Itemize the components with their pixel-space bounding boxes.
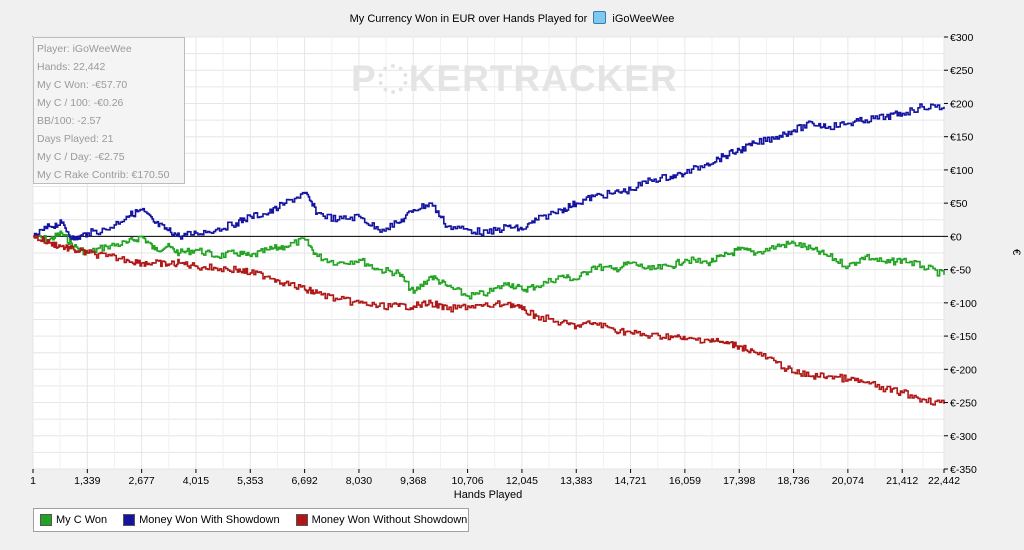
series-line-1 xyxy=(33,230,945,300)
x-tick-label: 9,368 xyxy=(400,475,426,487)
y-tick-label: €50 xyxy=(950,198,968,210)
x-tick-label: 4,015 xyxy=(183,475,209,487)
x-axis-label: Hands Played xyxy=(454,489,523,501)
legend-item-with-showdown[interactable]: Money Won With Showdown xyxy=(123,514,280,526)
x-tick-label: 21,412 xyxy=(886,475,918,487)
y-tick-label: €-250 xyxy=(950,398,977,410)
stat-per-100: My C / 100: -€0.26 xyxy=(37,97,124,109)
x-tick-label: 10,706 xyxy=(452,475,484,487)
stat-won: My C Won: -€57.70 xyxy=(37,79,128,91)
chart-title: My Currency Won in EUR over Hands Played… xyxy=(0,11,1024,25)
watermark-text-left: P xyxy=(351,58,377,99)
stat-days-played: Days Played: 21 xyxy=(37,133,114,145)
player-icon xyxy=(593,11,607,24)
stat-player: Player: iGoWeeWee xyxy=(37,43,132,55)
stat-bb-100: BB/100: -2.57 xyxy=(37,115,102,127)
x-tick-label: 18,736 xyxy=(777,475,809,487)
y-tick-label: €0 xyxy=(950,231,962,243)
x-tick-label: 1 xyxy=(30,475,36,487)
x-axis: 1 1,339 2,677 4,015 5,353 6,692 8,030 9,368 10,7… xyxy=(30,469,960,487)
legend-swatch-red xyxy=(295,514,308,526)
y-tick-label: €-300 xyxy=(950,431,977,443)
x-tick-label: 14,721 xyxy=(615,475,647,487)
series-line-3 xyxy=(33,235,945,406)
legend-item-my-c-won[interactable]: My C Won xyxy=(40,514,107,526)
x-tick-label: 1,339 xyxy=(74,475,100,487)
y-tick-label: €-100 xyxy=(950,298,977,310)
y-tick-label: €-150 xyxy=(950,331,977,343)
poker-chip-icon xyxy=(377,64,408,94)
legend-swatch-blue xyxy=(123,514,136,526)
x-tick-label: 8,030 xyxy=(346,475,372,487)
series-line-2 xyxy=(33,103,945,241)
x-tick-label: 16,059 xyxy=(669,475,701,487)
y-tick-label: €-200 xyxy=(950,364,977,376)
x-tick-label: 6,692 xyxy=(291,475,317,487)
watermark-text-right: KERTRACKER xyxy=(408,58,678,99)
x-tick-label: 12,045 xyxy=(506,475,538,487)
y-tick-label: €150 xyxy=(950,132,974,144)
x-tick-label: 20,074 xyxy=(832,475,864,487)
x-tick-label: 2,677 xyxy=(128,475,154,487)
stat-rake: My C Rake Contrib: €170.50 xyxy=(37,169,170,181)
legend-label: Money Won Without Showdown xyxy=(311,514,468,526)
stats-box: Player: iGoWeeWee Hands: 22,442 My C Won… xyxy=(33,37,185,184)
y-tick-label: €250 xyxy=(950,65,974,77)
legend-item-without-showdown[interactable]: Money Won Without Showdown xyxy=(295,514,468,526)
legend-label: Money Won With Showdown xyxy=(139,514,280,526)
series-lines xyxy=(33,103,945,406)
pokertracker-watermark: P KERTRACKER xyxy=(351,58,678,100)
title-player-name: iGoWeeWee xyxy=(612,13,675,25)
stat-per-day: My C / Day: -€2.75 xyxy=(37,151,125,163)
x-tick-label: 13,383 xyxy=(560,475,592,487)
y-tick-label: €-350 xyxy=(950,464,977,476)
x-tick-label: 17,398 xyxy=(723,475,755,487)
title-text: My Currency Won in EUR over Hands Played… xyxy=(349,13,588,25)
x-tick-label: 5,353 xyxy=(237,475,263,487)
x-tick-label: 22,442 xyxy=(928,475,960,487)
y-tick-label: €200 xyxy=(950,98,974,110)
y-tick-label: €-50 xyxy=(950,265,971,277)
legend-swatch-green xyxy=(40,514,52,526)
y-tick-label: €300 xyxy=(950,32,974,44)
legend: My C Won Money Won With Showdown Money W… xyxy=(33,508,469,532)
stat-hands: Hands: 22,442 xyxy=(37,61,106,73)
legend-label: My C Won xyxy=(56,514,108,526)
y-axis-label: € xyxy=(1010,249,1022,255)
y-tick-label: €100 xyxy=(950,165,974,177)
y-axis: €300 €250 €200 €150 €100 €50 €0 €-50 €-100 €-150 €… xyxy=(944,32,977,476)
